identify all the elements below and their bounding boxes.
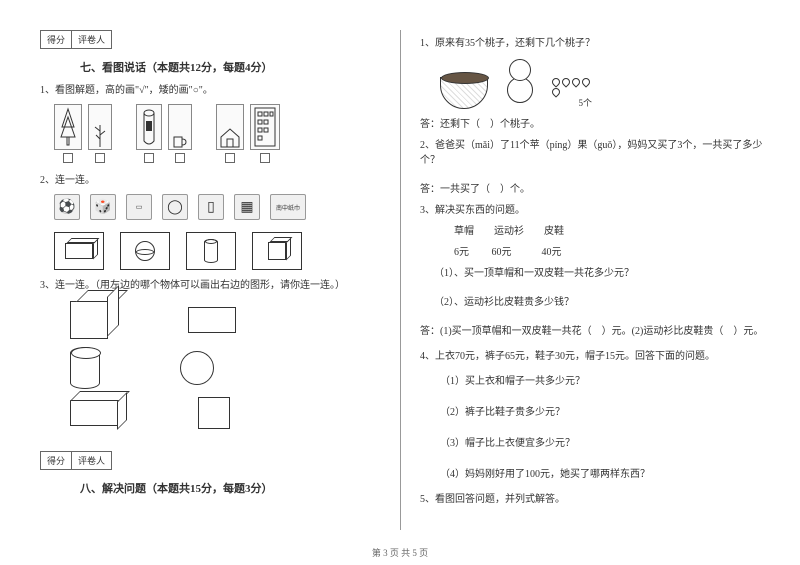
cylinder-target [186, 232, 236, 270]
q8-3: 3、解决买东西的问题。 [420, 203, 770, 218]
cup-icon [168, 104, 192, 150]
q8-2-ans: 答：一共买了（ ）个。 [420, 182, 770, 197]
page-footer: 第 3 页 共 5 页 [0, 546, 800, 559]
checkbox[interactable] [260, 153, 270, 163]
rectangle-2d [188, 307, 236, 333]
reviewer-label: 评卷人 [72, 452, 111, 469]
house-svg [219, 127, 241, 149]
score-box-7: 得分 评卷人 [40, 30, 112, 49]
cuboid-3d [70, 400, 118, 426]
section-7-title: 七、看图说话（本题共12分，每题4分） [80, 59, 380, 75]
cylinder-3d [70, 347, 100, 389]
building-icon [250, 104, 280, 150]
checkbox[interactable] [225, 153, 235, 163]
q8-3-prices: 6元 60元 40元 [434, 245, 770, 260]
score-box-8: 得分 评卷人 [40, 451, 112, 470]
peaches-group: 5个 [552, 78, 592, 109]
pair-cup [168, 104, 192, 163]
pair-house [216, 104, 244, 163]
q8-4-4: （4）妈妈刚好用了100元，她买了哪两样东西？ [440, 465, 770, 480]
building-svg [253, 106, 277, 148]
basket-icon [440, 77, 488, 109]
q8-2: 2、爸爸买（mǎi）了11个苹（píng）果（guǒ），妈妈又买了3个，一共买了… [420, 138, 770, 168]
q7-2-top-row: ⚽ 🎲 ▭ ◯ ▯ ▦ 南中纸巾 [54, 194, 380, 220]
dice-icon: 🎲 [90, 194, 116, 220]
monkey-image: 5个 [440, 59, 770, 109]
rubik-icon: ▦ [234, 194, 260, 220]
pair-building [250, 104, 280, 163]
thermos-icon [136, 104, 162, 150]
q8-4-1: （1）买上衣和帽子一共多少元？ [440, 372, 770, 387]
cube-3d [70, 301, 108, 339]
juice-box-icon: ▯ [198, 194, 224, 220]
cube-target [252, 232, 302, 270]
q7-1-images [54, 104, 380, 163]
tissue-box-icon: 南中纸巾 [270, 194, 306, 220]
circle-2d [180, 351, 214, 385]
sapling-svg [92, 123, 108, 149]
q7-1: 1、看图解题，高的画"√"，矮的画"○"。 [40, 83, 380, 98]
q8-3-2: （2）、运动衫比皮鞋贵多少钱？ [434, 295, 770, 310]
section-8-title: 八、解决问题（本题共15分，每题3分） [80, 480, 380, 496]
q7-2-bottom-row [54, 232, 380, 270]
q8-3-ans: 答：(1)买一顶草帽和一双皮鞋一共花（ ）元。(2)运动衫比皮鞋贵（ ）元。 [420, 324, 770, 339]
tree-short-icon [88, 104, 112, 150]
peach-count-label: 5个 [552, 96, 592, 109]
ball-icon: ⚽ [54, 194, 80, 220]
q8-4-2: （2）裤子比鞋子贵多少元？ [440, 403, 770, 418]
pair-tree-tall [54, 104, 82, 163]
tree-tall-icon [54, 104, 82, 150]
pair-tree-short [88, 104, 112, 163]
q8-3-1: （1）、买一顶草帽和一双皮鞋一共花多少元？ [434, 266, 770, 281]
tree-svg [58, 107, 78, 147]
q7-2: 2、连一连。 [40, 173, 380, 188]
q8-3-items: 草帽 运动衫 皮鞋 [434, 224, 770, 239]
q8-4-3: （3）帽子比上衣便宜多少元？ [440, 434, 770, 449]
cup-svg [172, 135, 188, 149]
milk-box-icon: ▭ [126, 194, 152, 220]
score-label: 得分 [41, 452, 72, 469]
square-2d [198, 397, 230, 429]
q8-5: 5、看图回答问题，并列式解答。 [420, 492, 770, 507]
q8-1-ans: 答：还剩下（ ）个桃子。 [420, 117, 770, 132]
house-icon [216, 104, 244, 150]
reviewer-label: 评卷人 [72, 31, 111, 48]
sphere-target [120, 232, 170, 270]
left-column: 得分 评卷人 七、看图说话（本题共12分，每题4分） 1、看图解题，高的画"√"… [0, 0, 400, 565]
q8-1: 1、原来有35个桃子，还剩下几个桃子？ [420, 36, 770, 51]
q7-3-row1 [70, 301, 380, 339]
cuboid-target [54, 232, 104, 270]
checkbox[interactable] [175, 153, 185, 163]
can-icon: ◯ [162, 194, 188, 220]
thermos-svg [140, 107, 158, 147]
monkey-icon [498, 59, 542, 109]
right-column: 1、原来有35个桃子，还剩下几个桃子？ 5个 答：还剩下（ ）个桃子。 2、爸爸… [400, 0, 800, 565]
checkbox[interactable] [144, 153, 154, 163]
checkbox[interactable] [63, 153, 73, 163]
checkbox[interactable] [95, 153, 105, 163]
q7-3-row3 [70, 397, 380, 429]
q8-4: 4、上衣70元，裤子65元，鞋子30元，帽子15元。回答下面的问题。 [420, 349, 770, 364]
pair-thermos [136, 104, 162, 163]
q7-3-row2 [70, 347, 380, 389]
score-label: 得分 [41, 31, 72, 48]
